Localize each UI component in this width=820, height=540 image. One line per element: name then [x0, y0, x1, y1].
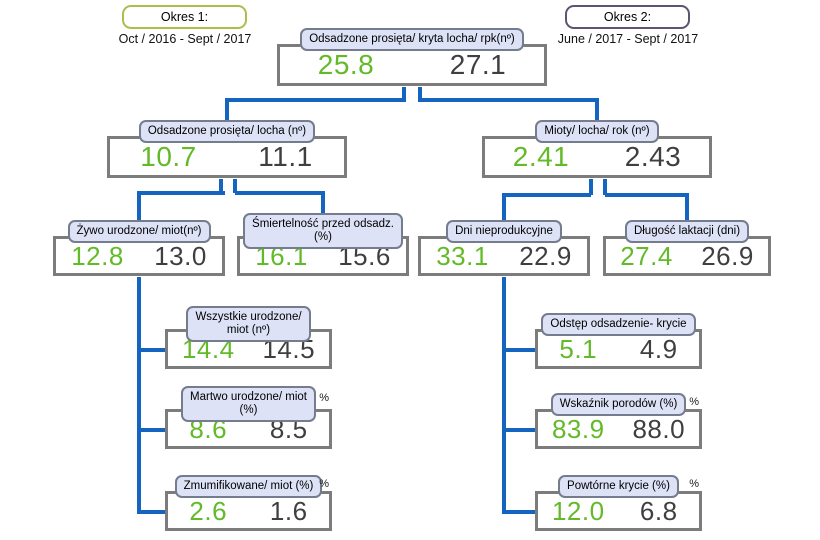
connector-line — [418, 98, 599, 102]
value-period2: 27.1 — [449, 49, 507, 81]
connector-line — [137, 348, 167, 352]
legend-period1-label: Okres 1: — [160, 10, 209, 24]
connector-line — [502, 277, 506, 514]
percent-unit-label: % — [319, 392, 329, 404]
node-label: Długość laktacji (dni) — [624, 220, 750, 244]
value-period2: 4.9 — [639, 333, 678, 364]
connector-line — [402, 87, 406, 102]
node-label: Zmumifikowane/ miot (%) — [174, 475, 323, 499]
legend-period1-box: Okres 1: — [122, 5, 247, 29]
value-period2: 88.0 — [632, 413, 686, 444]
connector-line — [225, 98, 406, 102]
value-period2: 2.43 — [624, 141, 682, 173]
connector-line — [219, 179, 223, 193]
value-period2: 22.9 — [519, 240, 572, 271]
connector-line — [233, 179, 237, 193]
node-label: Odsadzone prosięta/ kryta locha/ rpk(nº) — [300, 28, 524, 52]
node-label: Śmiertelność przed odsadz. (%) — [243, 213, 403, 250]
connector-line — [605, 193, 687, 197]
value-box: 10.7 11.1 — [107, 136, 347, 179]
connector-line — [137, 191, 141, 223]
connector-line — [502, 193, 506, 223]
node-weaned-per-sow: Odsadzone prosięta/ locha (nº) 10.7 11.1 — [107, 120, 347, 179]
value-period2: 13.0 — [154, 240, 207, 271]
node-label: Wskaźnik porodów (%) — [550, 393, 687, 417]
connector-line — [595, 98, 599, 124]
value-period1: 83.9 — [551, 413, 605, 444]
connector-line — [321, 191, 325, 216]
value-period1: 25.8 — [317, 49, 375, 81]
connector-line — [685, 193, 689, 223]
node-born-alive-per-litter: Żywo urodzone/ miot(nº) 12.8 13.0 — [53, 220, 225, 277]
node-weaned-per-mated-sow-year: Odsadzone prosięta/ kryta locha/ rpk(nº)… — [277, 28, 547, 87]
node-total-born-per-litter: Wszystkie urodzone/ miot (nº) 14.4 14.5 — [165, 306, 332, 370]
value-box: 25.8 27.1 — [277, 44, 547, 87]
node-label: Mioty/ locha/ rok (nº) — [535, 120, 659, 144]
node-label: Powtórne krycie (%) — [558, 475, 679, 499]
connector-line — [137, 277, 141, 514]
legend-period1-range: Oct / 2016 - Sept / 2017 — [118, 32, 252, 46]
value-period1: 12.0 — [551, 495, 605, 526]
value-period1: 27.4 — [620, 240, 673, 271]
value-period1: 33.1 — [436, 240, 489, 271]
node-label: Wszystkie urodzone/ miot (nº) — [186, 306, 311, 343]
node-mummified-per-litter: % Zmumifikowane/ miot (%) 2.6 1.6 — [165, 475, 332, 532]
node-litters-per-sow-year: Mioty/ locha/ rok (nº) 2.41 2.43 — [482, 120, 712, 179]
value-period1: 10.7 — [140, 141, 197, 173]
legend-period2-range: June / 2017 - Sept / 2017 — [557, 32, 699, 46]
connector-line — [603, 179, 607, 195]
value-period2: 6.8 — [639, 495, 678, 526]
value-box: 33.1 22.9 — [418, 236, 590, 277]
value-period1: 2.6 — [189, 495, 228, 526]
value-period2: 1.6 — [269, 495, 308, 526]
node-wean-to-service-interval: Odstęp odsadzenie- krycie 5.1 4.9 — [535, 313, 702, 370]
node-label: Martwo urodzone/ miot (%) — [181, 386, 316, 423]
connector-line — [137, 428, 167, 432]
node-preweaning-mortality: Śmiertelność przed odsadz. (%) 16.1 15.6 — [237, 213, 409, 277]
node-lactation-length: Długość laktacji (dni) 27.4 26.9 — [603, 220, 771, 277]
percent-unit-label: % — [319, 478, 329, 490]
value-period2: 11.1 — [258, 141, 313, 173]
node-farrowing-rate: % Wskaźnik porodów (%) 83.9 88.0 — [535, 393, 702, 450]
node-label: Dni nieprodukcyjne — [446, 220, 562, 244]
connector-line — [418, 87, 422, 102]
value-period1: 5.1 — [559, 333, 598, 364]
legend-period2-label: Okres 2: — [603, 10, 652, 24]
percent-unit-label: % — [689, 396, 699, 408]
connector-line — [506, 193, 591, 197]
connector-line — [502, 428, 537, 432]
node-repeat-services: % Powtórne krycie (%) 12.0 6.8 — [535, 475, 702, 532]
connector-line — [502, 510, 537, 514]
node-nonproductive-days: Dni nieprodukcyjne 33.1 22.9 — [418, 220, 590, 277]
connector-line — [137, 191, 225, 195]
connector-line — [225, 98, 229, 124]
node-label: Żywo urodzone/ miot(nº) — [67, 220, 211, 244]
connector-line — [235, 191, 323, 195]
node-label: Odsadzone prosięta/ locha (nº) — [138, 120, 316, 144]
legend-period2-box: Okres 2: — [565, 5, 690, 29]
value-period1: 12.8 — [71, 240, 124, 271]
node-label: Odstęp odsadzenie- krycie — [541, 313, 696, 337]
percent-unit-label: % — [689, 478, 699, 490]
connector-line — [137, 510, 167, 514]
connector-line — [589, 179, 593, 195]
connector-line — [502, 348, 537, 352]
value-period1: 2.41 — [512, 141, 570, 173]
value-period2: 26.9 — [701, 240, 754, 271]
node-stillborn-per-litter: % Martwo urodzone/ miot (%) 8.6 8.5 — [165, 386, 332, 450]
